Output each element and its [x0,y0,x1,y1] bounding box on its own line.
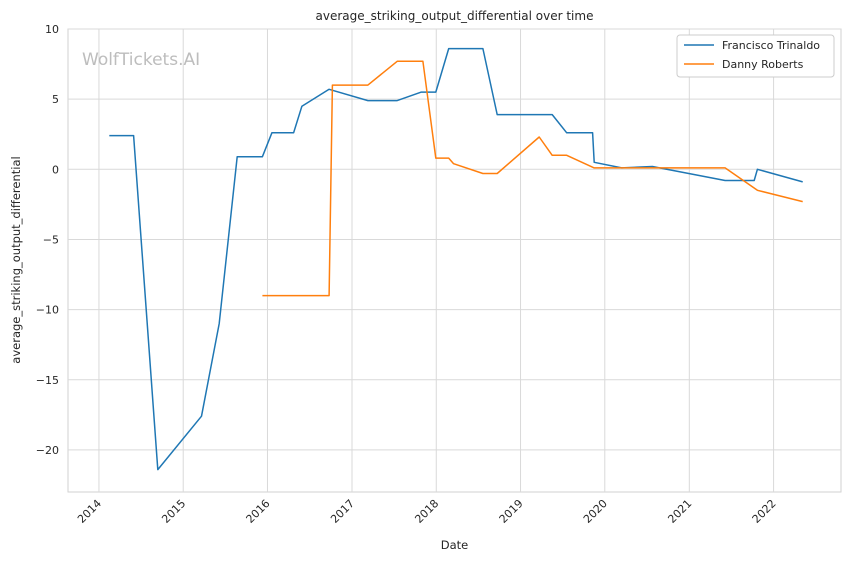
legend-label-0: Francisco Trinaldo [722,39,820,52]
x-axis-ticks: 2014 2015 2016 2017 2018 2019 2020 2021 2022 [75,497,779,526]
x-axis-title: Date [441,538,469,552]
legend-label-1: Danny Roberts [722,58,804,71]
y-tick-label: −15 [36,374,59,387]
y-tick-label: 10 [45,23,59,36]
y-axis-title: average_striking_output_differential [9,156,23,363]
chart-title: average_striking_output_differential ove… [316,9,594,23]
x-tick-label: 2014 [75,497,104,526]
y-axis-ticks: 10 5 0 −5 −10 −15 −20 [36,23,59,457]
x-tick-label: 2016 [244,497,273,526]
x-tick-label: 2021 [665,497,694,526]
plot-area [67,28,842,493]
x-tick-label: 2019 [497,497,526,526]
y-tick-label: 5 [52,93,59,106]
y-tick-label: −20 [36,444,59,457]
y-tick-label: −10 [36,304,59,317]
x-tick-label: 2020 [581,497,610,526]
watermark: WolfTickets.AI [82,50,200,70]
series-layer [109,47,803,471]
legend: Francisco Trinaldo Danny Roberts [676,34,835,78]
legend-box [676,34,835,78]
y-tick-label: 0 [52,163,59,176]
x-tick-label: 2022 [750,497,779,526]
grid-lines [68,28,841,492]
y-tick-label: −5 [43,233,59,246]
x-tick-label: 2017 [328,497,357,526]
x-tick-label: 2015 [159,497,188,526]
series-line-1 [262,60,803,297]
x-tick-label: 2018 [412,497,441,526]
